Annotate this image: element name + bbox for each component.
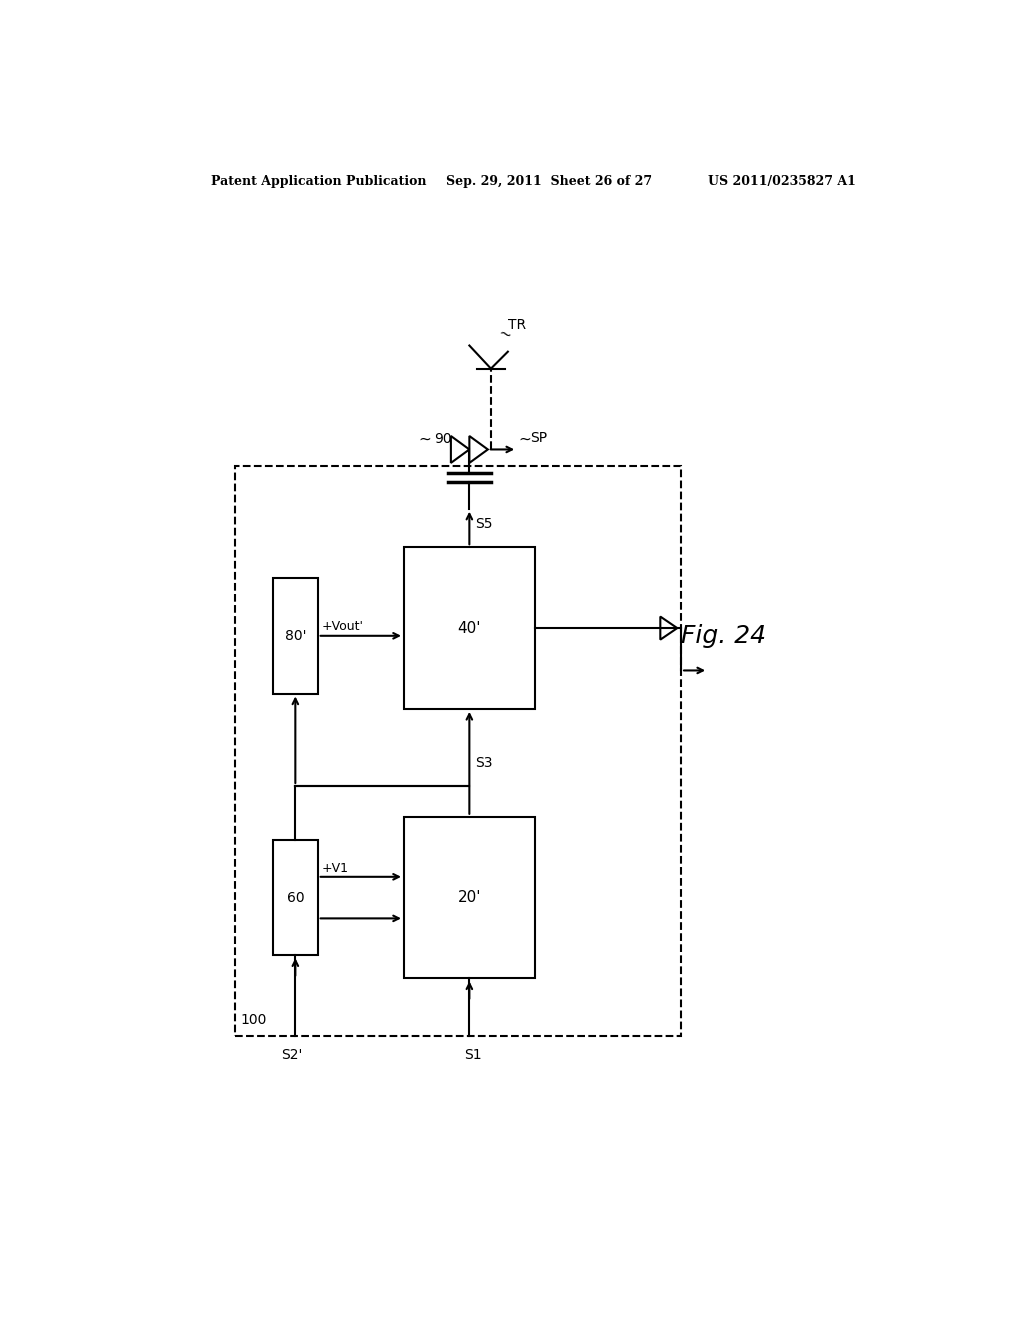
Polygon shape — [660, 616, 677, 640]
Text: ~: ~ — [497, 326, 513, 345]
Text: 90: 90 — [434, 433, 452, 446]
Text: S5: S5 — [475, 517, 493, 531]
Text: SP: SP — [530, 430, 547, 445]
Bar — [273, 840, 317, 956]
Text: S2': S2' — [281, 1048, 302, 1061]
Bar — [273, 578, 317, 693]
Text: US 2011/0235827 A1: US 2011/0235827 A1 — [708, 176, 856, 187]
Text: S3: S3 — [475, 756, 493, 770]
Text: S1: S1 — [465, 1048, 482, 1061]
Polygon shape — [451, 436, 469, 463]
Text: TR: TR — [508, 318, 526, 331]
Text: 100: 100 — [241, 1012, 267, 1027]
Text: ~: ~ — [419, 432, 431, 446]
Polygon shape — [469, 436, 487, 463]
Bar — [403, 817, 535, 978]
Text: Sep. 29, 2011  Sheet 26 of 27: Sep. 29, 2011 Sheet 26 of 27 — [446, 176, 652, 187]
Bar — [403, 548, 535, 709]
Text: 80': 80' — [285, 628, 306, 643]
Text: 40': 40' — [458, 620, 481, 636]
Text: 20': 20' — [458, 890, 481, 906]
Text: +V1: +V1 — [322, 862, 348, 875]
Text: 60: 60 — [287, 891, 304, 904]
Text: +Vout': +Vout' — [322, 620, 364, 634]
Text: Patent Application Publication: Patent Application Publication — [211, 176, 427, 187]
Text: ~: ~ — [518, 432, 531, 446]
Text: Fig. 24: Fig. 24 — [681, 624, 766, 648]
